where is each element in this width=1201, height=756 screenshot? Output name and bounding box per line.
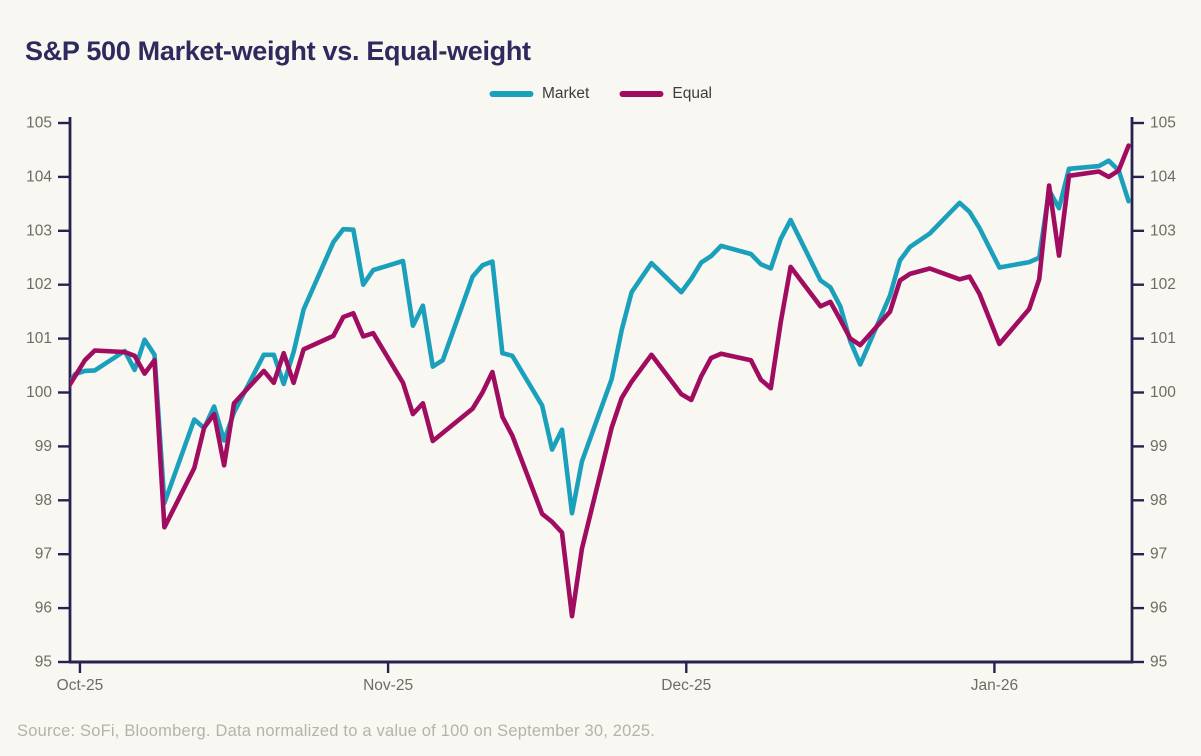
- y-axis-label-left: 95: [35, 654, 52, 671]
- y-axis-label-right: 103: [1150, 222, 1176, 239]
- legend-label-market: Market: [541, 85, 590, 102]
- y-axis-label-right: 97: [1150, 546, 1167, 563]
- equal-line-swatch: [619, 91, 664, 97]
- y-axis-label-left: 98: [35, 492, 52, 509]
- chart-legend: Market Equal: [488, 85, 712, 103]
- y-axis-label-left: 99: [35, 438, 52, 455]
- page-title: S&P 500 Market-weight vs. Equal-weight: [25, 36, 531, 67]
- y-axis-label-left: 104: [26, 168, 52, 185]
- x-axis-label: Jan-26: [971, 677, 1018, 694]
- y-axis-label-right: 104: [1150, 168, 1176, 185]
- y-axis-label-left: 101: [26, 330, 52, 347]
- x-axis-label: Dec-25: [661, 677, 711, 694]
- y-axis-label-left: 102: [26, 276, 52, 293]
- y-axis-label-right: 101: [1150, 330, 1176, 347]
- legend-item-market: Market: [488, 85, 590, 103]
- y-axis-label-left: 105: [26, 115, 52, 132]
- legend-item-equal: Equal: [619, 85, 712, 103]
- y-axis-label-right: 99: [1150, 438, 1167, 455]
- legend-label-equal: Equal: [672, 85, 713, 102]
- y-axis-label-left: 100: [26, 384, 52, 401]
- y-axis-label-right: 96: [1150, 600, 1167, 617]
- x-axis-label: Oct-25: [57, 677, 104, 694]
- y-axis-label-right: 95: [1150, 654, 1167, 671]
- x-axis-label: Nov-25: [363, 677, 413, 694]
- y-axis-label-right: 98: [1150, 492, 1167, 509]
- y-axis-label-left: 96: [35, 600, 52, 617]
- y-axis-label-right: 102: [1150, 276, 1176, 293]
- equal-line: [70, 143, 1131, 619]
- market-line-swatch: [488, 91, 533, 97]
- y-axis-label-left: 97: [35, 546, 52, 563]
- y-axis-label-right: 105: [1150, 115, 1176, 132]
- y-axis-label-left: 103: [26, 222, 52, 239]
- source-note: Source: SoFi, Bloomberg. Data normalized…: [17, 722, 656, 740]
- y-axis-label-right: 100: [1150, 384, 1176, 401]
